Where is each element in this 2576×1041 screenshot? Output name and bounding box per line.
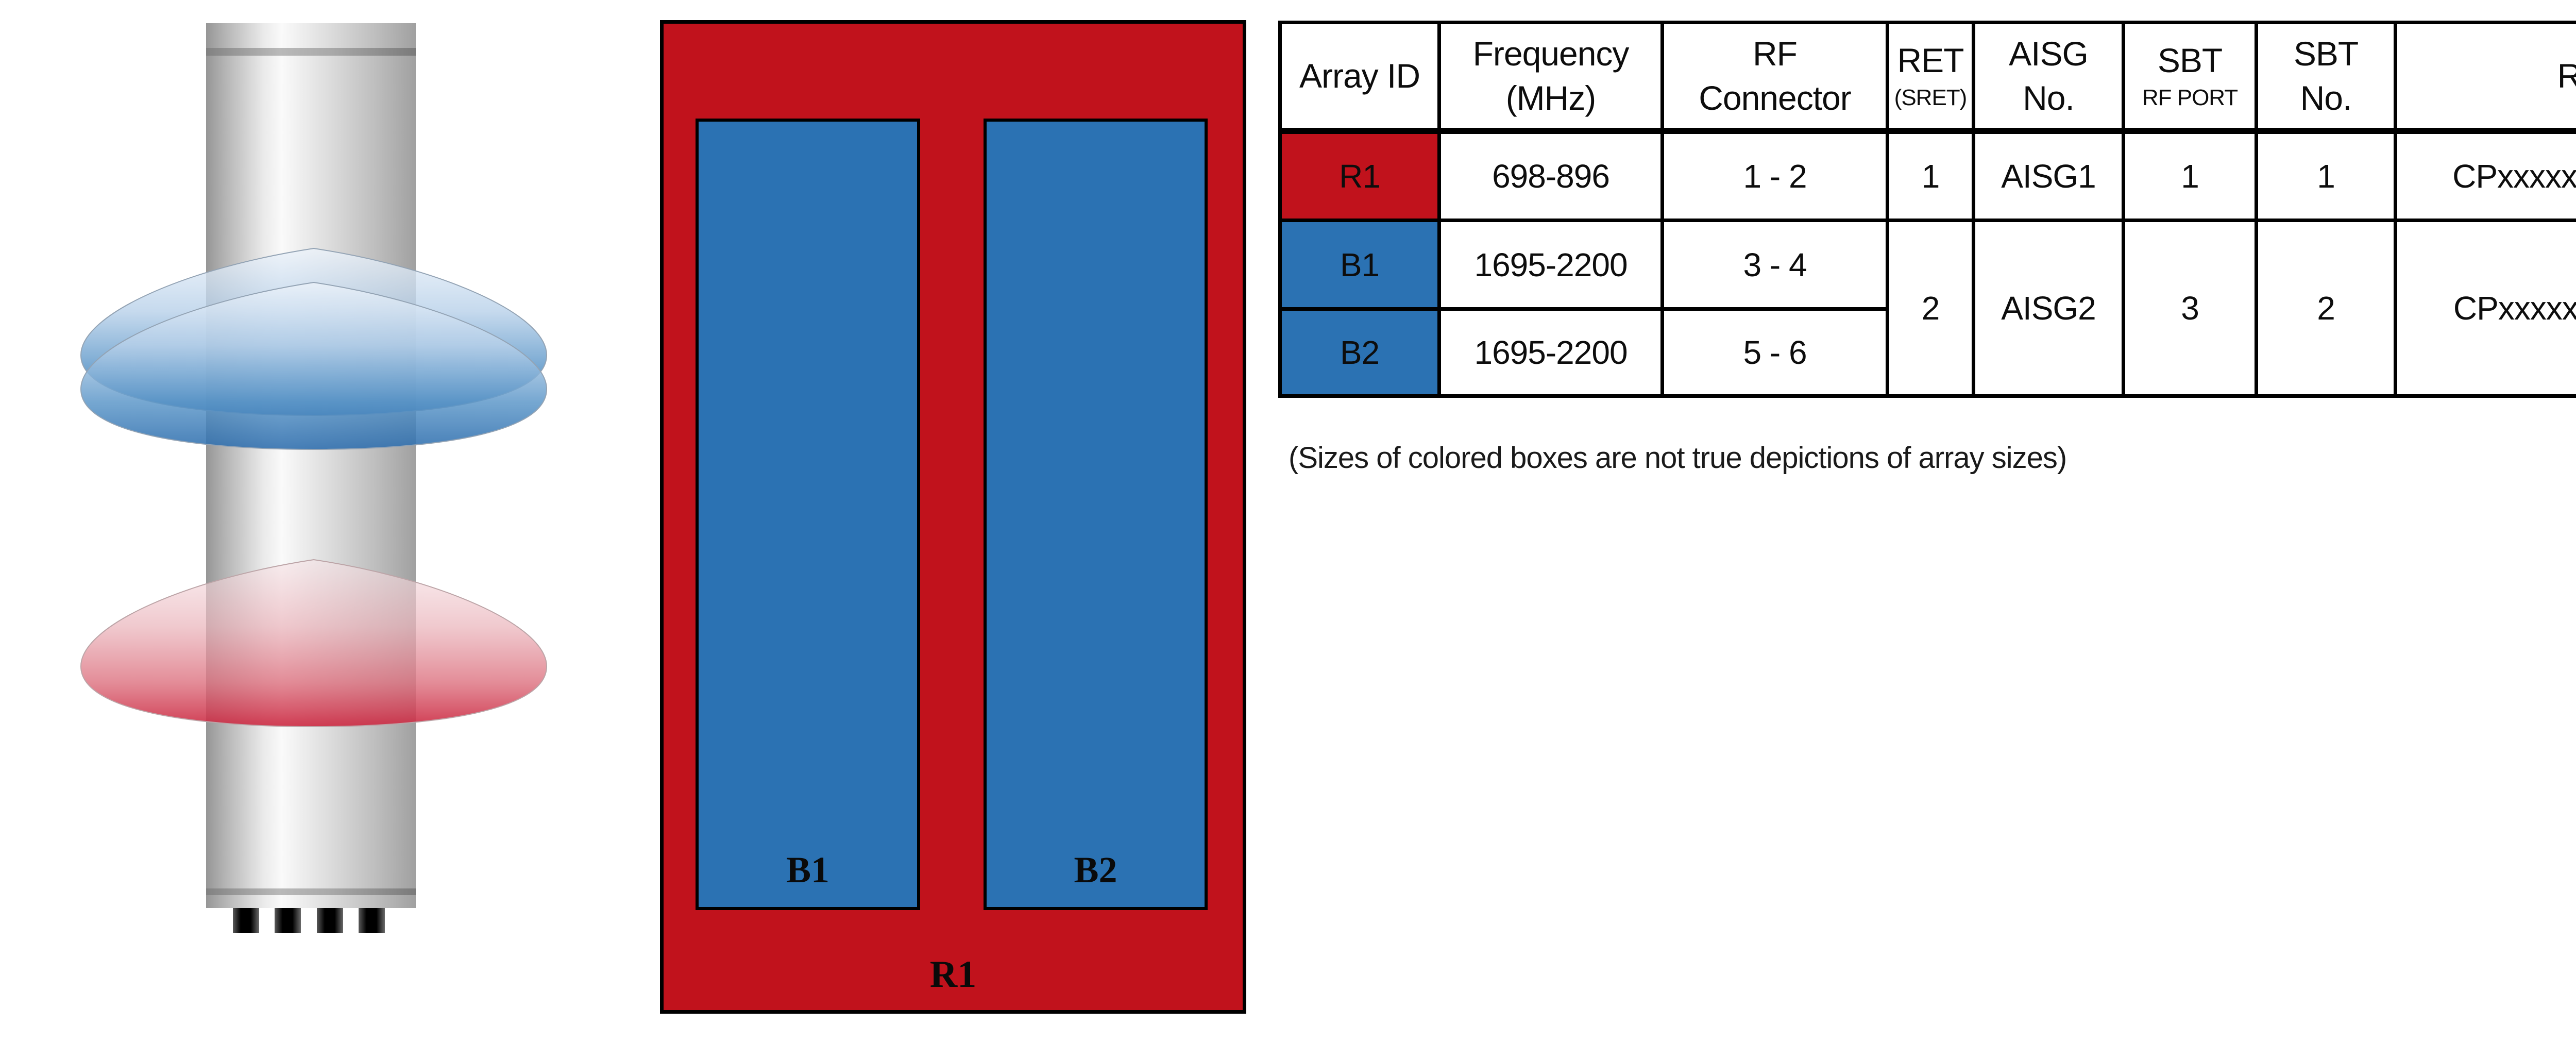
- blue-beam-discs: [80, 248, 547, 450]
- antenna-bottom-seam: [206, 888, 416, 895]
- ret-cell-b-merged: 2: [1886, 219, 1975, 398]
- col-header-sbt-no: SBT No.: [2255, 21, 2397, 134]
- array-box-b2: B2: [984, 119, 1208, 910]
- antenna-illustration: [0, 0, 618, 1041]
- array-box-r1-label: R1: [929, 953, 977, 996]
- array-box-b1-label: B1: [786, 849, 830, 891]
- col-header-ret-uid: RET UID: [2394, 21, 2576, 134]
- table-row-r1: R1 698-896 1 - 2 1 AISG1 1 1 CPxxxxxxxxx…: [1278, 129, 2576, 222]
- col-header-array-id: Array ID: [1278, 21, 1441, 134]
- table-row-b2: B2 1695-2200 5 - 6: [1278, 307, 2576, 398]
- rf-connector-cell-b1: 3 - 4: [1660, 219, 1889, 311]
- ret-uid-cell-b-merged: CPxxxxxxxxxxxxxxxxB1: [2394, 219, 2576, 398]
- table-row-b1: B1 1695-2200 3 - 4 2 AISG2 3 2 CPxxxxxxx…: [1278, 219, 2576, 398]
- diagram-note: (Sizes of colored boxes are not true dep…: [1289, 441, 2067, 475]
- col-header-sbt-rf-port: SBT RF PORT: [2122, 21, 2258, 134]
- col-header-ret: RET (SRET): [1886, 21, 1975, 134]
- sbt-rf-port-cell-r1: 1: [2122, 129, 2258, 222]
- aisg-cell-r1: AISG1: [1972, 129, 2125, 222]
- antenna-foot-3: [317, 908, 343, 933]
- array-id-cell-b1: B1: [1278, 219, 1441, 311]
- antenna-foot-1: [233, 908, 259, 933]
- antenna-config-table: Array ID Frequency (MHz) RF Connector RE…: [1278, 21, 2576, 398]
- array-layout-diagram: B1 B2 R1: [660, 20, 1246, 1014]
- aisg-cell-b-merged: AISG2: [1972, 219, 2125, 398]
- frequency-cell-b1: 1695-2200: [1437, 219, 1664, 311]
- array-id-cell-r1: R1: [1278, 129, 1441, 222]
- antenna-cylinder: [206, 23, 416, 908]
- frequency-cell-r1: 698-896: [1437, 129, 1664, 222]
- array-box-b2-label: B2: [1074, 849, 1117, 891]
- sbt-no-cell-r1: 1: [2255, 129, 2397, 222]
- rf-connector-cell-b2: 5 - 6: [1660, 307, 1889, 398]
- array-box-b1: B1: [696, 119, 920, 910]
- red-beam-disc: [80, 559, 548, 728]
- sbt-rf-port-cell-b-merged: 3: [2122, 219, 2258, 398]
- col-header-rf-connector: RF Connector: [1660, 21, 1889, 134]
- rf-connector-cell-r1: 1 - 2: [1660, 129, 1889, 222]
- sbt-no-cell-b-merged: 2: [2255, 219, 2397, 398]
- antenna-foot-4: [359, 908, 385, 933]
- col-header-aisg-no: AISG No.: [1972, 21, 2125, 134]
- antenna-top-seam: [206, 48, 416, 56]
- antenna-foot-2: [275, 908, 301, 933]
- array-id-cell-b2: B2: [1278, 307, 1441, 398]
- col-header-frequency: Frequency (MHz): [1437, 21, 1664, 134]
- ret-uid-cell-r1: CPxxxxxxxxxxxxxxxxR1: [2394, 129, 2576, 222]
- frequency-cell-b2: 1695-2200: [1437, 307, 1664, 398]
- ret-cell-r1: 1: [1886, 129, 1975, 222]
